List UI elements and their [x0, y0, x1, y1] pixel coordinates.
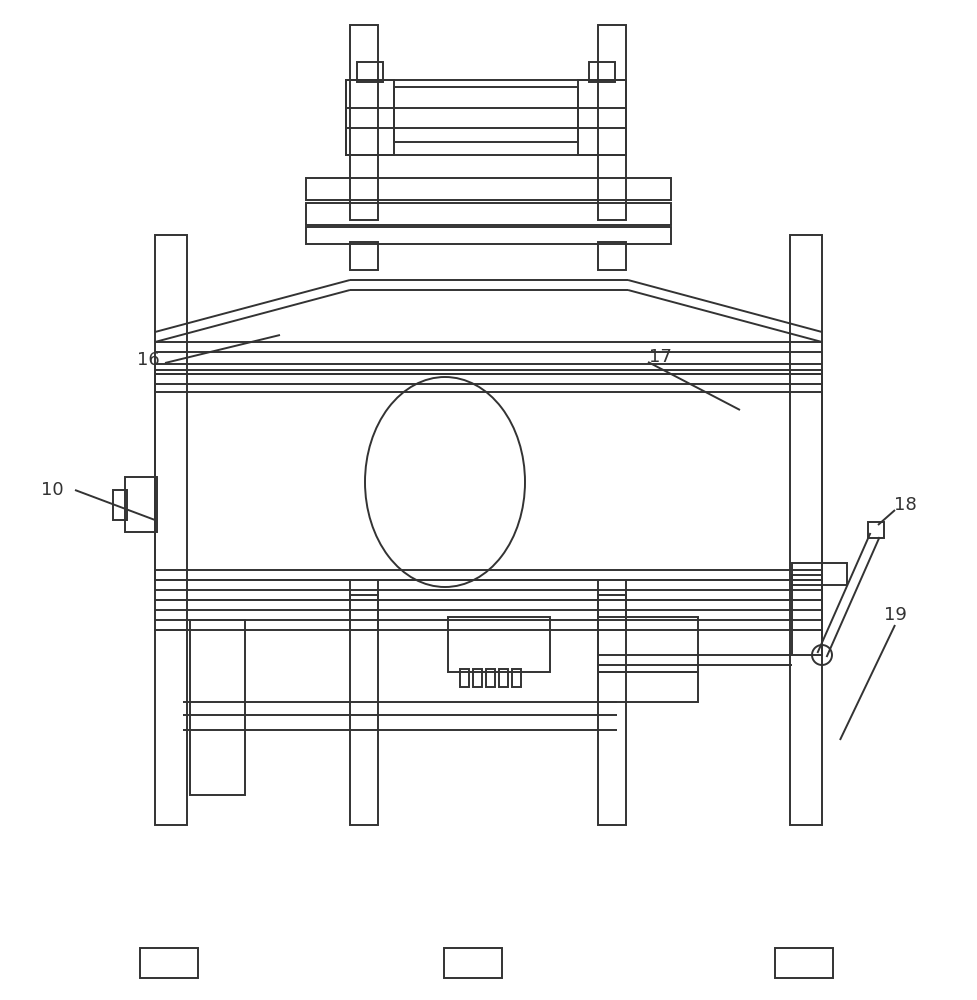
Bar	[499, 669, 508, 687]
Bar	[598, 617, 698, 672]
Bar	[448, 617, 550, 672]
Bar	[113, 490, 127, 520]
Bar	[598, 672, 698, 702]
Bar	[473, 669, 482, 687]
Text: 19: 19	[883, 606, 907, 624]
Bar	[350, 595, 378, 825]
Bar	[350, 242, 378, 270]
Bar	[512, 669, 521, 687]
Bar	[306, 178, 671, 200]
Bar	[598, 242, 626, 270]
Bar	[444, 948, 502, 978]
Bar	[486, 669, 495, 687]
Bar	[346, 80, 626, 155]
Text: 18: 18	[894, 496, 916, 514]
Bar	[792, 563, 847, 585]
Bar	[155, 630, 187, 825]
Bar	[140, 948, 198, 978]
Bar	[155, 370, 822, 580]
Bar	[125, 477, 157, 532]
Text: 10: 10	[41, 481, 64, 499]
Bar	[394, 87, 578, 142]
Bar	[190, 620, 245, 795]
Bar	[155, 235, 187, 630]
Bar	[598, 25, 626, 220]
Bar	[306, 203, 671, 225]
Bar	[350, 25, 378, 220]
Bar	[790, 630, 822, 825]
Bar	[589, 62, 615, 82]
Bar	[598, 595, 626, 825]
Bar	[350, 580, 378, 630]
Bar	[598, 580, 626, 630]
Bar	[578, 80, 626, 155]
Bar	[357, 62, 383, 82]
Bar	[775, 948, 833, 978]
Bar	[346, 80, 394, 155]
Bar	[306, 227, 671, 244]
Text: 16: 16	[137, 351, 159, 369]
Bar	[792, 575, 822, 655]
Bar	[790, 235, 822, 630]
Bar	[868, 522, 884, 538]
Bar	[460, 669, 469, 687]
Text: 17: 17	[649, 348, 671, 366]
